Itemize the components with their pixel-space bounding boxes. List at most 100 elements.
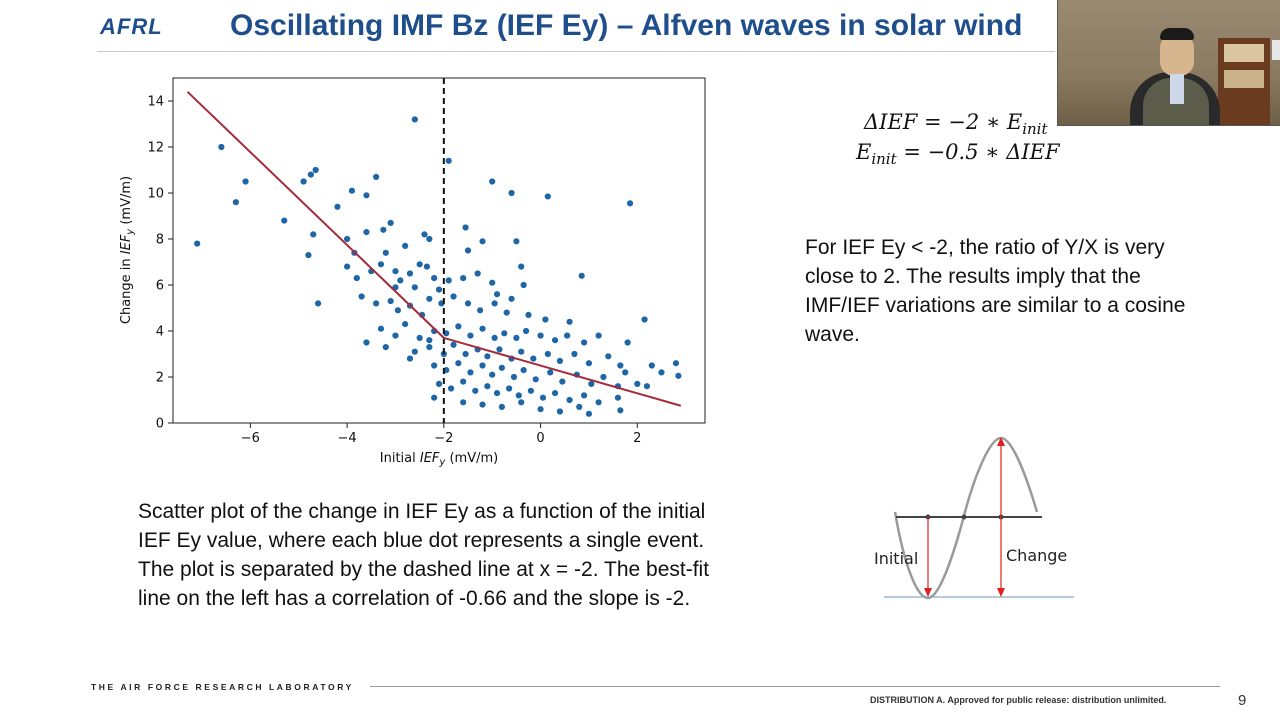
- scatter-point: [498, 403, 505, 410]
- scatter-point: [520, 281, 527, 289]
- scatter-point: [551, 390, 559, 397]
- scatter-point: [479, 362, 486, 369]
- scatter-point: [464, 300, 472, 307]
- scatter-point: [394, 307, 401, 314]
- scatter-point: [489, 178, 496, 185]
- scatter-point: [614, 394, 622, 401]
- figure-caption: Scatter plot of the change in IEF Ey as …: [138, 500, 710, 610]
- scatter-point: [426, 295, 433, 302]
- scatter-point: [445, 157, 452, 164]
- y-tick-label: 0: [156, 417, 164, 432]
- scatter-point: [510, 373, 518, 381]
- scatter-point: [431, 362, 438, 369]
- scatter-point: [460, 378, 467, 385]
- afrl-logo: AFRL: [100, 14, 163, 39]
- initial-arrowhead: [924, 588, 932, 597]
- scatter-point: [460, 275, 467, 282]
- chart-plot-frame: [172, 77, 706, 424]
- scatter-point: [474, 270, 481, 277]
- y-axis-label: Change in IEFy (mV/m): [119, 176, 136, 324]
- scatter-point: [431, 275, 438, 282]
- slide-title: Oscillating IMF Bz (IEF Ey) – Alfven wav…: [230, 9, 1023, 42]
- scatter-point: [617, 407, 624, 414]
- scatter-point: [556, 357, 564, 364]
- scatter-point: [498, 364, 505, 371]
- y-tick-label: 6: [156, 279, 164, 294]
- scatter-point: [460, 399, 467, 406]
- scatter-point: [353, 275, 360, 282]
- scatter-point: [377, 261, 385, 268]
- scatter-point: [421, 231, 428, 238]
- change-label: Change: [1006, 546, 1067, 565]
- scatter-point: [585, 360, 593, 367]
- scatter-point: [363, 339, 370, 346]
- scatter-point: [310, 231, 317, 238]
- scatter-point: [411, 284, 418, 291]
- scatter-point: [576, 403, 583, 410]
- scatter-point: [477, 307, 484, 314]
- scatter-point: [537, 332, 544, 339]
- scatter-point: [566, 318, 573, 325]
- scatter-point: [544, 193, 551, 200]
- initial-label: Initial: [874, 549, 918, 568]
- scatter-point: [455, 360, 462, 367]
- scatter-point: [556, 408, 564, 415]
- scatter-point: [580, 339, 588, 346]
- scatter-point: [377, 325, 385, 332]
- scatter-point: [527, 387, 534, 394]
- scatter-point: [445, 277, 452, 284]
- scatter-point: [484, 353, 491, 360]
- scatter-point: [518, 348, 525, 355]
- page-number: 9: [1238, 692, 1247, 709]
- formula-e-init: Einit = −0.5 ∗ ΔIEF: [856, 140, 1060, 169]
- scatter-point: [431, 394, 438, 401]
- scatter-point: [617, 362, 624, 369]
- scatter-point: [634, 380, 641, 387]
- scatter-point: [578, 272, 585, 279]
- scatter-point: [472, 387, 479, 394]
- scatter-point: [493, 291, 501, 298]
- best-fit-line: [186, 91, 682, 407]
- scatter-point: [539, 394, 547, 401]
- scatter-point: [467, 332, 474, 339]
- scatter-point: [411, 348, 418, 355]
- y-tick-label: 10: [147, 187, 164, 202]
- scatter-point: [416, 261, 423, 268]
- scatter-point: [387, 298, 394, 305]
- scatter-point: [571, 350, 578, 358]
- presenter-webcam: [1057, 0, 1280, 126]
- scatter-point: [525, 311, 532, 318]
- scatter-point: [344, 263, 351, 270]
- scatter-point: [479, 238, 486, 245]
- scatter-point: [532, 376, 539, 383]
- scatter-point: [622, 369, 629, 376]
- scatter-point: [462, 224, 469, 231]
- distribution-statement: DISTRIBUTION A. Approved for public rele…: [870, 695, 1167, 705]
- title-divider: [97, 51, 1055, 52]
- scatter-point: [450, 341, 457, 348]
- footer-divider: [370, 686, 1220, 687]
- scatter-point: [566, 396, 573, 404]
- scatter-point: [626, 200, 634, 207]
- scatter-point: [363, 192, 370, 199]
- scatter-point: [551, 337, 559, 344]
- scatter-point: [348, 187, 356, 194]
- scatter-point: [462, 350, 469, 358]
- scatter-point: [281, 217, 288, 224]
- scatter-point: [564, 332, 571, 339]
- scatter-point: [363, 229, 370, 236]
- scatter-point: [489, 371, 496, 378]
- x-tick-label: 0: [536, 431, 544, 446]
- scatter-point: [595, 399, 602, 406]
- scatter-point: [585, 410, 593, 417]
- scatter-point: [447, 385, 455, 392]
- scatter-point: [423, 263, 431, 270]
- scatter-point: [544, 350, 551, 358]
- footer-org-label: THE AIR FORCE RESEARCH LABORATORY: [91, 682, 354, 692]
- scatter-point: [542, 316, 549, 323]
- change-arrowhead-top: [997, 437, 1005, 446]
- scatter-point: [605, 353, 612, 360]
- formula-delta-ief: ΔIEF = −2 ∗ Einit: [864, 110, 1048, 139]
- scatter-point: [402, 242, 409, 249]
- scatter-point: [416, 334, 423, 341]
